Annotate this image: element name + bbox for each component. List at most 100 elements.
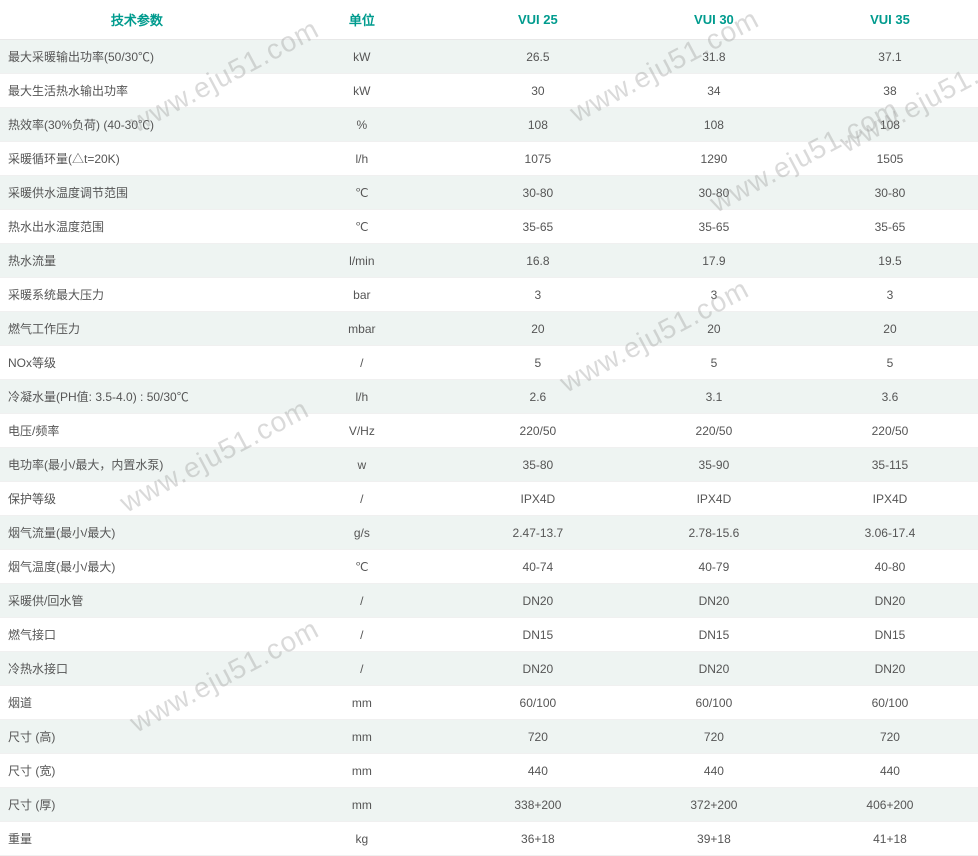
cell-v30: 720 xyxy=(626,720,802,754)
cell-v30: 2.78-15.6 xyxy=(626,516,802,550)
cell-v35: 3.06-17.4 xyxy=(802,516,978,550)
table-row: NOx等级/555 xyxy=(0,346,978,380)
col-header-unit: 单位 xyxy=(274,0,450,40)
table-row: 烟道mm60/10060/10060/100 xyxy=(0,686,978,720)
cell-v35: 3.6 xyxy=(802,380,978,414)
cell-v30: 35-90 xyxy=(626,448,802,482)
cell-v30: 372+200 xyxy=(626,788,802,822)
cell-v25: 16.8 xyxy=(450,244,626,278)
cell-unit: / xyxy=(274,346,450,380)
cell-v35: 5 xyxy=(802,346,978,380)
table-row: 热效率(30%负荷) (40-30℃)%108108108 xyxy=(0,108,978,142)
cell-v25: IPX4D xyxy=(450,482,626,516)
cell-param: 热水出水温度范围 xyxy=(0,210,274,244)
cell-param: 最大采暖输出功率(50/30℃) xyxy=(0,40,274,74)
cell-v35: 406+200 xyxy=(802,788,978,822)
table-row: 燃气接口/DN15DN15DN15 xyxy=(0,618,978,652)
cell-unit: / xyxy=(274,618,450,652)
spec-table: 技术参数 单位 VUI 25 VUI 30 VUI 35 最大采暖输出功率(50… xyxy=(0,0,978,856)
cell-v35: 20 xyxy=(802,312,978,346)
cell-unit: % xyxy=(274,108,450,142)
cell-v30: 3.1 xyxy=(626,380,802,414)
cell-v25: 440 xyxy=(450,754,626,788)
cell-v30: DN20 xyxy=(626,584,802,618)
cell-v25: 2.6 xyxy=(450,380,626,414)
cell-unit: mm xyxy=(274,686,450,720)
cell-v25: 1075 xyxy=(450,142,626,176)
table-row: 重量kg36+1839+1841+18 xyxy=(0,822,978,856)
cell-param: 最大生活热水输出功率 xyxy=(0,74,274,108)
table-row: 燃气工作压力mbar202020 xyxy=(0,312,978,346)
cell-unit: mm xyxy=(274,788,450,822)
table-row: 最大生活热水输出功率kW303438 xyxy=(0,74,978,108)
table-body: 最大采暖输出功率(50/30℃)kW26.531.837.1最大生活热水输出功率… xyxy=(0,40,978,856)
cell-v25: 35-65 xyxy=(450,210,626,244)
cell-unit: kW xyxy=(274,40,450,74)
cell-v30: 30-80 xyxy=(626,176,802,210)
cell-v30: 39+18 xyxy=(626,822,802,856)
table-row: 热水出水温度范围℃35-6535-6535-65 xyxy=(0,210,978,244)
cell-unit: ℃ xyxy=(274,210,450,244)
cell-v35: DN15 xyxy=(802,618,978,652)
cell-param: 烟道 xyxy=(0,686,274,720)
cell-unit: ℃ xyxy=(274,176,450,210)
table-row: 尺寸 (厚)mm338+200372+200406+200 xyxy=(0,788,978,822)
cell-unit: l/min xyxy=(274,244,450,278)
cell-v35: 40-80 xyxy=(802,550,978,584)
cell-v25: 35-80 xyxy=(450,448,626,482)
cell-v25: 26.5 xyxy=(450,40,626,74)
cell-unit: / xyxy=(274,652,450,686)
cell-v25: 20 xyxy=(450,312,626,346)
col-header-param: 技术参数 xyxy=(0,0,274,40)
cell-v25: 108 xyxy=(450,108,626,142)
cell-v25: 30-80 xyxy=(450,176,626,210)
cell-v30: DN15 xyxy=(626,618,802,652)
cell-v35: 440 xyxy=(802,754,978,788)
cell-v30: 440 xyxy=(626,754,802,788)
cell-v35: 35-65 xyxy=(802,210,978,244)
cell-v25: 30 xyxy=(450,74,626,108)
cell-unit: mbar xyxy=(274,312,450,346)
cell-unit: / xyxy=(274,584,450,618)
table-row: 采暖循环量(△t=20K)l/h107512901505 xyxy=(0,142,978,176)
cell-v30: 60/100 xyxy=(626,686,802,720)
col-header-v25: VUI 25 xyxy=(450,0,626,40)
cell-unit: / xyxy=(274,482,450,516)
cell-v30: 108 xyxy=(626,108,802,142)
cell-v25: DN20 xyxy=(450,652,626,686)
cell-param: 热效率(30%负荷) (40-30℃) xyxy=(0,108,274,142)
cell-param: 烟气流量(最小/最大) xyxy=(0,516,274,550)
cell-v30: 20 xyxy=(626,312,802,346)
cell-v35: DN20 xyxy=(802,652,978,686)
cell-v25: 338+200 xyxy=(450,788,626,822)
table-row: 最大采暖输出功率(50/30℃)kW26.531.837.1 xyxy=(0,40,978,74)
spec-table-container: 技术参数 单位 VUI 25 VUI 30 VUI 35 最大采暖输出功率(50… xyxy=(0,0,978,856)
cell-v30: 40-79 xyxy=(626,550,802,584)
cell-v25: DN15 xyxy=(450,618,626,652)
cell-v35: 19.5 xyxy=(802,244,978,278)
cell-unit: mm xyxy=(274,754,450,788)
cell-param: 采暖循环量(△t=20K) xyxy=(0,142,274,176)
cell-param: 尺寸 (厚) xyxy=(0,788,274,822)
cell-v35: 3 xyxy=(802,278,978,312)
cell-v35: IPX4D xyxy=(802,482,978,516)
cell-v25: 40-74 xyxy=(450,550,626,584)
cell-unit: kW xyxy=(274,74,450,108)
table-row: 采暖供水温度调节范围℃30-8030-8030-80 xyxy=(0,176,978,210)
cell-param: 重量 xyxy=(0,822,274,856)
cell-v35: 1505 xyxy=(802,142,978,176)
cell-param: NOx等级 xyxy=(0,346,274,380)
cell-param: 尺寸 (宽) xyxy=(0,754,274,788)
cell-v25: 2.47-13.7 xyxy=(450,516,626,550)
cell-param: 采暖系统最大压力 xyxy=(0,278,274,312)
cell-param: 采暖供水温度调节范围 xyxy=(0,176,274,210)
table-row: 冷凝水量(PH值: 3.5-4.0) : 50/30℃l/h2.63.13.6 xyxy=(0,380,978,414)
cell-v30: 3 xyxy=(626,278,802,312)
cell-v30: 17.9 xyxy=(626,244,802,278)
table-row: 烟气温度(最小/最大)℃40-7440-7940-80 xyxy=(0,550,978,584)
cell-v25: 5 xyxy=(450,346,626,380)
cell-unit: ℃ xyxy=(274,550,450,584)
cell-unit: V/Hz xyxy=(274,414,450,448)
cell-unit: l/h xyxy=(274,142,450,176)
cell-unit: w xyxy=(274,448,450,482)
